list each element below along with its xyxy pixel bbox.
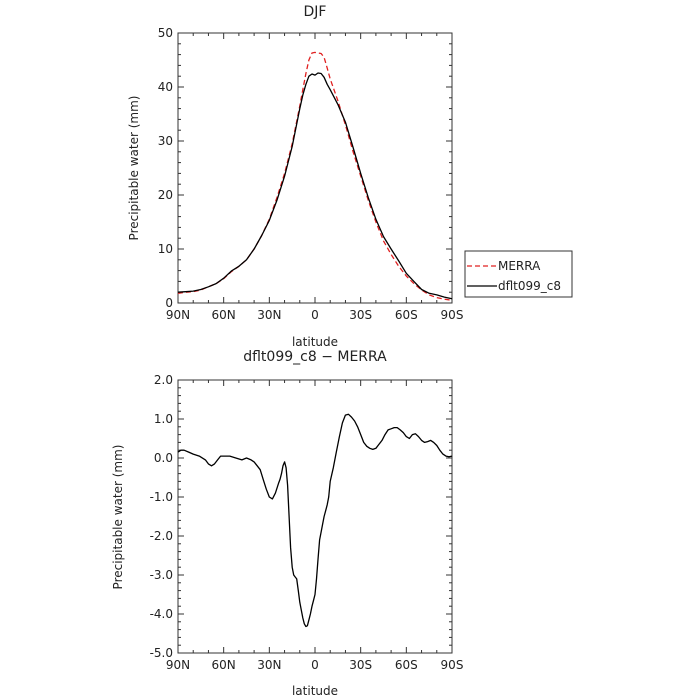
top-x-axis-label: latitude xyxy=(292,335,338,349)
bottom-plot-frame xyxy=(177,379,453,654)
bottom-y-axis-label: Precipitable water (mm) xyxy=(111,445,125,590)
top-y-tick-label: 0 xyxy=(165,296,173,310)
bottom-x-tick-label: 30N xyxy=(257,658,281,672)
top-chart-title: DJF xyxy=(304,4,327,20)
bottom-x-tick-label: 60S xyxy=(395,658,418,672)
bottom-x-tick-label: 90S xyxy=(441,658,464,672)
bottom-y-tick-label: -3.0 xyxy=(150,568,173,582)
top-x-tick-label: 90S xyxy=(441,308,464,322)
bottom-y-tick-label: -5.0 xyxy=(150,646,173,660)
top-x-tick-label: 30N xyxy=(257,308,281,322)
top-x-tick-label: 60N xyxy=(212,308,236,322)
top-series-line-dflt099-c8 xyxy=(177,72,453,300)
top-x-tick-label: 30S xyxy=(349,308,372,322)
bottom-series-line-difference-0 xyxy=(177,413,453,628)
bottom-panel: dflt099_c8 − MERRA 90N 60N 30N 0 30S 60S 90S 2.… xyxy=(111,349,463,698)
top-y-tick-label: 30 xyxy=(158,134,173,148)
bottom-y-tick-label: -4.0 xyxy=(150,607,173,621)
top-y-tick-label: 40 xyxy=(158,80,173,94)
bottom-y-tick-label: 2.0 xyxy=(154,373,173,387)
top-y-axis-label: Precipitable water (mm) xyxy=(127,96,141,241)
bottom-y-tick-label: 0.0 xyxy=(154,451,173,465)
bottom-y-tick-label: -2.0 xyxy=(150,529,173,543)
bottom-ticks: 90N 60N 30N 0 30S 60S 90S 2.0 1.0 0.0 -1.0 -2.0 -3.0… xyxy=(150,373,464,672)
top-ticks: 90N 60N 30N 0 30S 60S 90S 0 10 20 30 40 50 xyxy=(158,26,464,322)
bottom-x-tick-label: 60N xyxy=(212,658,236,672)
top-x-tick-label: 90N xyxy=(166,308,190,322)
legend-label-dflt099-c8: dflt099_c8 xyxy=(498,279,561,293)
bottom-chart-title: dflt099_c8 − MERRA xyxy=(243,349,387,365)
legend-box xyxy=(464,250,573,298)
bottom-x-tick-label: 0 xyxy=(311,658,319,672)
top-y-tick-label: 50 xyxy=(158,26,173,40)
top-panel: DJF 90N 60N 30N 0 30S 60S 90S 0 10 20 30 40 50 latit… xyxy=(127,4,573,349)
top-plot-frame xyxy=(177,32,453,304)
top-x-tick-label: 60S xyxy=(395,308,418,322)
legend: MERRA dflt099_c8 xyxy=(464,250,573,298)
bottom-x-tick-label: 30S xyxy=(349,658,372,672)
bottom-x-tick-label: 90N xyxy=(166,658,190,672)
top-x-tick-label: 0 xyxy=(311,308,319,322)
bottom-y-tick-label: -1.0 xyxy=(150,490,173,504)
bottom-series xyxy=(177,413,453,628)
top-y-tick-label: 10 xyxy=(158,242,173,256)
bottom-y-tick-label: 1.0 xyxy=(154,412,173,426)
legend-label-merra: MERRA xyxy=(498,259,541,273)
top-series-line-merra xyxy=(177,51,453,301)
top-series xyxy=(177,51,453,301)
top-y-tick-label: 20 xyxy=(158,188,173,202)
bottom-x-axis-label: latitude xyxy=(292,684,338,698)
